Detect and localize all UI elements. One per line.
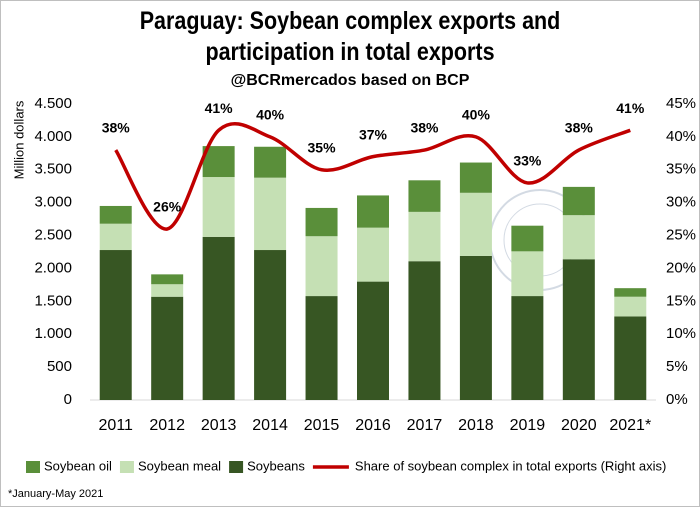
bar-segment <box>408 211 441 262</box>
legend-label: Share of soybean complex in total export… <box>355 458 666 473</box>
data-label: 35% <box>308 139 337 155</box>
y2-tick-label: 20% <box>666 259 696 276</box>
y2-tick-label: 35% <box>666 161 696 178</box>
y2-tick-label: 10% <box>666 325 696 342</box>
bar-segment <box>254 250 287 400</box>
y2-tick-label: 0% <box>666 391 688 408</box>
legend-label: Soybean meal <box>138 458 221 473</box>
data-label: 40% <box>256 107 285 123</box>
x-tick-label: 2017 <box>407 417 443 434</box>
x-tick-label: 2019 <box>510 417 546 434</box>
data-label: 41% <box>205 100 234 116</box>
bar-segment <box>151 296 184 400</box>
bar-segment <box>99 250 132 400</box>
x-tick-label: 2021* <box>609 417 651 434</box>
bar-segment <box>408 180 441 212</box>
bar-segment <box>357 281 389 400</box>
legend-label: Soybeans <box>247 458 305 473</box>
bar-segment <box>511 296 544 400</box>
x-tick-label: 2012 <box>149 417 185 434</box>
y2-tick-label: 45% <box>666 95 696 112</box>
data-label: 37% <box>359 126 388 142</box>
x-tick-label: 2016 <box>355 417 391 434</box>
x-tick-label: 2014 <box>252 417 288 434</box>
legend-item: Soybean meal <box>119 458 221 473</box>
y-tick-label: 2.500 <box>34 227 72 244</box>
bar-segment <box>511 225 544 252</box>
y-axis-label: Million dollars <box>11 100 26 179</box>
legend-label: Soybean oil <box>44 458 112 473</box>
share-line <box>114 121 631 231</box>
chart-subtitle: @BCRmercados based on BCP <box>230 72 470 89</box>
bar-segment <box>202 146 235 178</box>
x-tick-label: 2020 <box>561 417 597 434</box>
bar-segment <box>305 296 338 400</box>
y2-tick-label: 40% <box>666 128 696 145</box>
y-tick-label: 3.500 <box>34 161 72 178</box>
bar-segment <box>408 261 441 400</box>
bar-segment <box>305 207 338 237</box>
data-label: 38% <box>565 120 594 136</box>
data-label: 26% <box>153 199 182 215</box>
bar-segment <box>562 186 595 216</box>
bar-segment <box>305 236 338 297</box>
y-tick-label: 500 <box>47 358 72 375</box>
bar-segment <box>511 251 544 297</box>
bar-segment <box>459 162 492 193</box>
bar-segment <box>254 146 287 178</box>
bar-segment <box>99 205 132 224</box>
x-tick-label: 2011 <box>99 417 134 434</box>
y2-tick-label: 15% <box>666 292 696 309</box>
bar-segment <box>357 195 389 228</box>
y2-tick-label: 25% <box>666 227 696 244</box>
legend-swatch <box>26 461 40 473</box>
data-label: 40% <box>462 107 491 123</box>
legend-item: Soybean oil <box>26 458 112 473</box>
bar-segment <box>562 259 595 400</box>
bar-segment <box>151 284 184 297</box>
x-tick-label: 2018 <box>458 417 494 434</box>
bar-segment <box>202 236 235 400</box>
data-label: 41% <box>616 100 645 116</box>
bar-segment <box>357 227 389 282</box>
legend-swatch <box>229 461 244 473</box>
legend-item: Soybeans <box>229 458 305 473</box>
y2-tick-label: 30% <box>666 194 696 211</box>
bar-segment <box>151 274 184 285</box>
legend-item: Share of soybean complex in total export… <box>312 458 666 473</box>
y-tick-label: 1.500 <box>34 292 72 309</box>
x-tick-label: 2013 <box>201 417 237 434</box>
y-tick-label: 4.500 <box>34 95 72 112</box>
data-label: 38% <box>410 120 439 136</box>
y2-tick-label: 5% <box>666 358 688 375</box>
x-tick-label: 2015 <box>304 417 340 434</box>
footnote: *January-May 2021 <box>8 488 103 500</box>
bar-segment <box>202 177 235 237</box>
bar-segment <box>459 255 492 400</box>
bar-segment <box>562 215 595 260</box>
bar-segment <box>459 192 492 256</box>
y-tick-label: 3.000 <box>34 194 72 211</box>
bar-segment <box>99 223 132 251</box>
bar-segment <box>614 288 647 297</box>
y-tick-label: 2.000 <box>34 259 72 276</box>
y-tick-label: 4.000 <box>34 128 72 145</box>
legend-swatch <box>119 461 134 473</box>
bar-segment <box>614 296 647 317</box>
y-tick-label: 1.000 <box>34 325 72 342</box>
bar-segment <box>614 316 647 400</box>
y-tick-label: 0 <box>64 391 72 408</box>
chart-title: Paraguay: Soybean complex exports and pa… <box>139 7 561 66</box>
data-label: 33% <box>513 153 542 169</box>
data-label: 38% <box>102 120 131 136</box>
bar-segment <box>254 177 287 251</box>
